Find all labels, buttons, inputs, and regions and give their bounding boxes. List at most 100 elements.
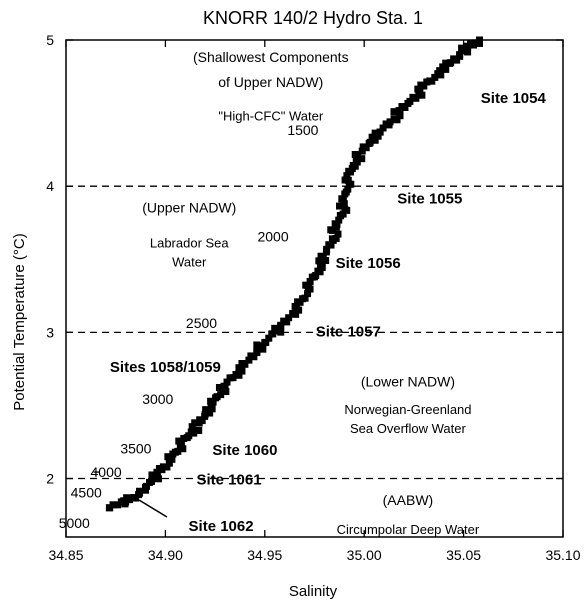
data-point (109, 501, 117, 509)
data-point (195, 426, 203, 434)
annotation: Sea Overflow Water (350, 421, 467, 436)
data-point (339, 195, 347, 203)
data-point (347, 180, 355, 188)
data-point (250, 353, 258, 361)
data-point (277, 328, 285, 336)
data-point (366, 138, 374, 146)
annotation: Site 1054 (481, 90, 547, 107)
data-point (296, 298, 304, 306)
data-point (352, 156, 360, 164)
data-point (333, 220, 341, 228)
data-point (358, 155, 366, 163)
data-point (418, 91, 426, 99)
annotation: Water (172, 255, 207, 270)
data-point (386, 118, 394, 126)
data-point (420, 82, 428, 90)
data-point (291, 302, 299, 310)
data-point (188, 423, 196, 431)
data-point (277, 321, 285, 329)
data-point (165, 459, 173, 467)
data-point (319, 253, 327, 261)
data-point (241, 360, 249, 368)
depth-label-text: 4500 (71, 485, 102, 501)
y-tick-label: 5 (46, 32, 54, 48)
data-point (323, 245, 331, 253)
x-tick-label: 34.90 (148, 547, 183, 563)
data-point (442, 59, 450, 67)
data-point (456, 51, 464, 59)
annotation: Site 1057 (316, 324, 381, 341)
data-point (105, 504, 113, 512)
data-point (343, 172, 351, 180)
data-point (285, 314, 293, 322)
data-point (322, 256, 330, 264)
depth-label-text: 5000 (59, 515, 90, 531)
data-point (253, 347, 261, 355)
x-tick-label: 35.10 (545, 547, 580, 563)
x-tick-label: 35.05 (446, 547, 481, 563)
data-point (209, 398, 217, 406)
data-point (245, 356, 253, 364)
depth-labels: 1500 2000 2500 3000 3500 4000 4500 5000 (59, 122, 319, 531)
plot-frame (65, 39, 564, 538)
depth-label-3000: 3000 (142, 391, 173, 407)
annotation: (AABW) (383, 492, 434, 508)
annotation: of Upper NADW) (218, 74, 323, 90)
annotation: Site 1055 (397, 191, 462, 208)
annotation: (Upper NADW) (142, 199, 236, 215)
data-point (283, 318, 291, 326)
data-point (304, 282, 312, 290)
data-point (179, 445, 187, 453)
data-point (390, 108, 398, 116)
data-point (335, 216, 343, 224)
data-point (201, 410, 209, 418)
data-point (198, 417, 206, 425)
data-point (439, 63, 447, 71)
data-point (343, 206, 351, 214)
data-point (340, 200, 348, 208)
annotation: Circumpolar Deep Water (337, 522, 480, 537)
data-point (223, 378, 231, 386)
data-point (220, 382, 228, 390)
data-point (428, 77, 436, 85)
data-point (262, 338, 270, 346)
x-tick-label: 34.95 (247, 547, 282, 563)
site-1062-leader (138, 499, 168, 518)
depth-label-2000: 2000 (257, 229, 288, 245)
data-point (453, 56, 461, 64)
data-point (153, 468, 161, 476)
chart-title: KNORR 140/2 Hydro Sta. 1 (203, 8, 423, 28)
data-point (431, 73, 439, 81)
depth-label-3500: 3500 (120, 441, 151, 457)
data-point (202, 406, 210, 414)
data-point (315, 257, 323, 265)
data-point (362, 144, 370, 152)
data-point (379, 124, 387, 132)
data-point (368, 133, 376, 141)
data-point (316, 268, 324, 276)
reference-lines (66, 185, 563, 480)
depth-label-4000: 4000 (91, 464, 122, 480)
depth-label-text: 2500 (186, 315, 217, 331)
data-point (312, 271, 320, 279)
data-point (358, 147, 366, 155)
annotation: "High-CFC" Water (218, 108, 323, 123)
annotation: Site 1060 (212, 442, 277, 459)
annotation: Sites 1058/1059 (110, 359, 221, 376)
y-axis-label: Potential Temperature (°C) (11, 233, 28, 410)
data-point (206, 409, 214, 417)
data-point (351, 162, 359, 170)
x-tick-label: 35.00 (347, 547, 382, 563)
data-point (301, 294, 309, 302)
data-point (148, 471, 156, 479)
data-point (143, 482, 151, 490)
data-point (269, 330, 277, 338)
data-point (464, 48, 472, 56)
axis-ticks: 34.85 34.90 34.95 35.00 35.05 35.10 2 3 4 5 (46, 32, 581, 563)
data-point (304, 290, 312, 298)
data-point (341, 176, 349, 184)
data-point (235, 364, 243, 372)
data-point (401, 103, 409, 111)
annotation: Labrador Sea (150, 236, 230, 251)
data-point (329, 226, 337, 234)
